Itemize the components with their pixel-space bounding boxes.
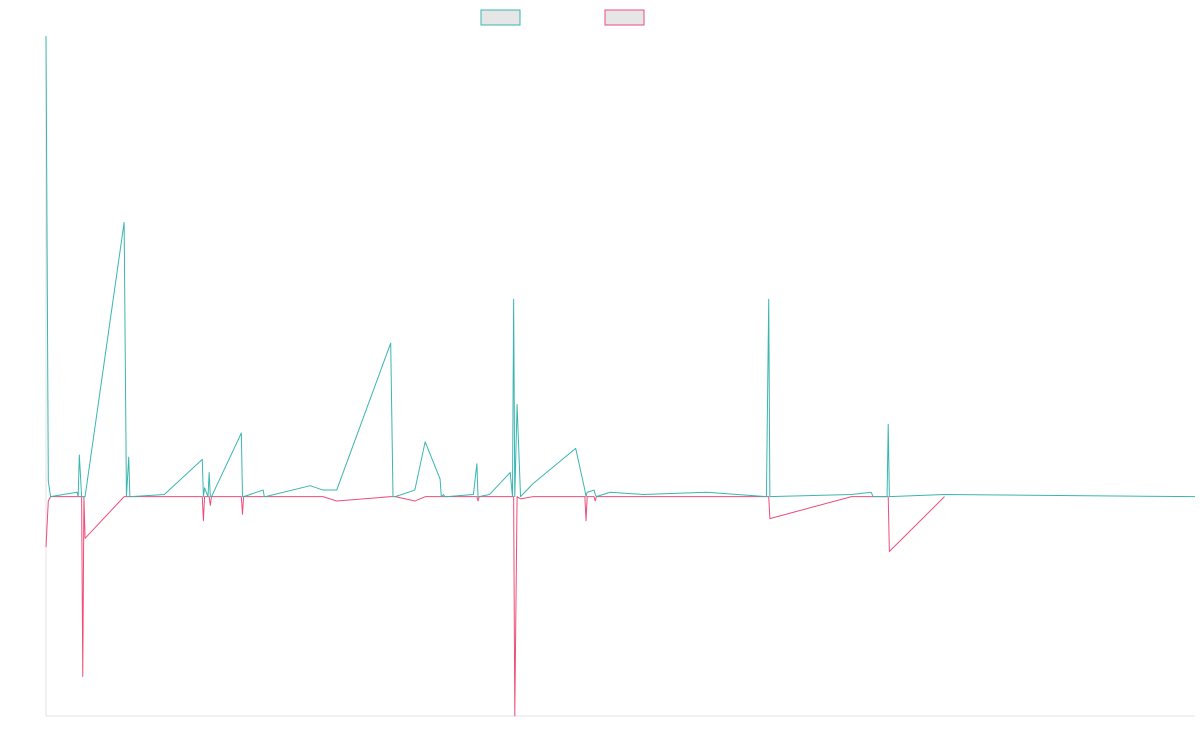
- axes: [45, 36, 1195, 717]
- series-line-2: [45, 496, 945, 717]
- legend-swatch-1: [480, 9, 521, 26]
- plot-area: [45, 35, 1196, 717]
- legend-swatch-2: [604, 9, 645, 26]
- series-line-1: [45, 35, 1196, 498]
- legend-item-2[interactable]: [604, 9, 645, 26]
- legend: [480, 9, 645, 26]
- legend-item-1[interactable]: [480, 9, 521, 26]
